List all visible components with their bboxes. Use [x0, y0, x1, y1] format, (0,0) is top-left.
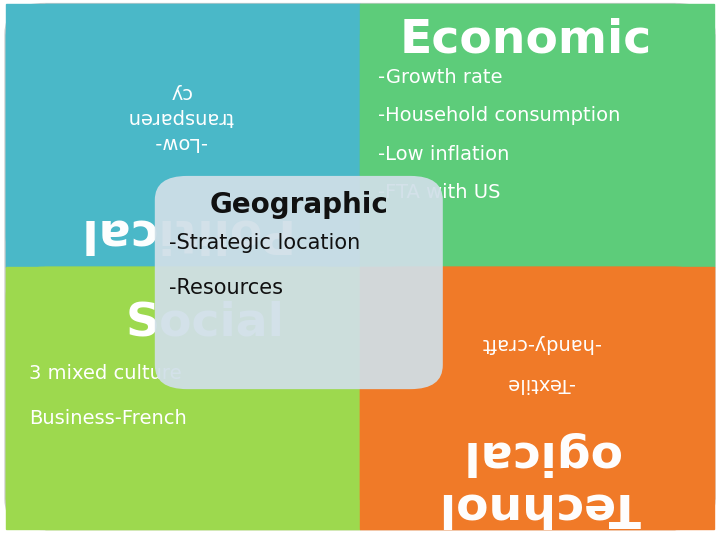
Bar	[6, 4, 360, 267]
FancyBboxPatch shape	[155, 176, 443, 389]
FancyBboxPatch shape	[360, 267, 714, 529]
Text: Social: Social	[126, 300, 285, 345]
Bar	[45, 267, 360, 529]
Bar	[6, 267, 360, 529]
Text: Technol
ogical: Technol ogical	[439, 431, 641, 528]
Bar	[6, 33, 360, 267]
Text: -Strategic location: -Strategic location	[169, 233, 361, 253]
Bar	[45, 4, 360, 267]
Text: Political: Political	[73, 210, 287, 254]
Bar	[360, 267, 714, 500]
FancyBboxPatch shape	[6, 4, 714, 529]
Text: Geographic: Geographic	[210, 191, 388, 219]
Bar	[360, 267, 714, 529]
Text: -Growth rate: -Growth rate	[378, 68, 503, 87]
Bar	[360, 267, 675, 529]
FancyBboxPatch shape	[360, 4, 714, 267]
Text: -FTA with US: -FTA with US	[378, 183, 500, 202]
Bar	[360, 4, 714, 267]
Text: -Low-
transparen
cy: -Low- transparen cy	[127, 83, 233, 152]
Text: -Resources: -Resources	[169, 278, 283, 298]
Text: Economic: Economic	[400, 17, 652, 63]
Text: -Textile: -Textile	[506, 374, 574, 393]
FancyBboxPatch shape	[6, 267, 360, 529]
Text: 3 mixed culture: 3 mixed culture	[29, 363, 181, 383]
Text: Business-French: Business-French	[29, 409, 186, 428]
Bar	[360, 33, 714, 267]
Text: -Low inflation: -Low inflation	[378, 145, 509, 164]
Text: -Household consumption: -Household consumption	[378, 106, 621, 125]
FancyBboxPatch shape	[6, 4, 360, 267]
Text: -handy-craft: -handy-craft	[480, 334, 600, 353]
Bar	[6, 267, 360, 500]
Bar	[360, 4, 675, 267]
